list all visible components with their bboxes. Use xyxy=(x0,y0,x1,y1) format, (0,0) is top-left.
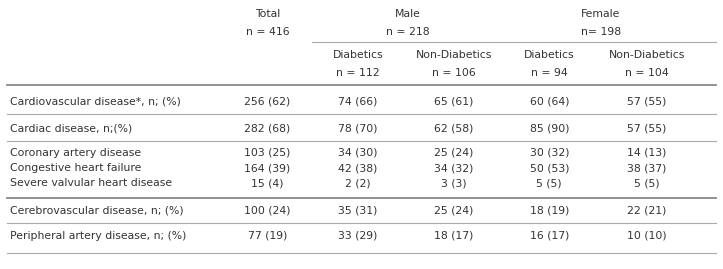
Text: 3 (3): 3 (3) xyxy=(441,178,466,188)
Text: 65 (61): 65 (61) xyxy=(434,97,474,107)
Text: 5 (5): 5 (5) xyxy=(536,178,562,188)
Text: 57 (55): 57 (55) xyxy=(627,123,667,133)
Text: Total: Total xyxy=(255,9,281,19)
Text: n = 112: n = 112 xyxy=(336,68,380,78)
Text: Congestive heart failure: Congestive heart failure xyxy=(10,163,142,173)
Text: 34 (32): 34 (32) xyxy=(434,163,474,173)
Text: 50 (53): 50 (53) xyxy=(529,163,569,173)
Text: n= 198: n= 198 xyxy=(581,27,620,37)
Text: Cerebrovascular disease, n; (%): Cerebrovascular disease, n; (%) xyxy=(10,206,184,215)
Text: 282 (68): 282 (68) xyxy=(244,123,291,133)
Text: n = 104: n = 104 xyxy=(625,68,669,78)
Text: n = 416: n = 416 xyxy=(246,27,289,37)
Text: 18 (17): 18 (17) xyxy=(434,231,474,241)
Text: 33 (29): 33 (29) xyxy=(338,231,377,241)
Text: Diabetics: Diabetics xyxy=(333,49,383,60)
Text: 74 (66): 74 (66) xyxy=(338,97,377,107)
Text: Female: Female xyxy=(581,9,620,19)
Text: 100 (24): 100 (24) xyxy=(244,206,291,215)
Text: 2 (2): 2 (2) xyxy=(345,178,371,188)
Text: 16 (17): 16 (17) xyxy=(529,231,569,241)
Text: 62 (58): 62 (58) xyxy=(434,123,474,133)
Text: 14 (13): 14 (13) xyxy=(627,148,667,158)
Text: Cardiovascular disease*, n; (%): Cardiovascular disease*, n; (%) xyxy=(10,97,181,107)
Text: 5 (5): 5 (5) xyxy=(634,178,659,188)
Text: Severe valvular heart disease: Severe valvular heart disease xyxy=(10,178,172,188)
Text: Diabetics: Diabetics xyxy=(524,49,575,60)
Text: 34 (30): 34 (30) xyxy=(338,148,377,158)
Text: n = 218: n = 218 xyxy=(386,27,429,37)
Text: 25 (24): 25 (24) xyxy=(434,148,474,158)
Text: 10 (10): 10 (10) xyxy=(627,231,667,241)
Text: 15 (4): 15 (4) xyxy=(252,178,284,188)
Text: 57 (55): 57 (55) xyxy=(627,97,667,107)
Text: Male: Male xyxy=(395,9,421,19)
Text: 77 (19): 77 (19) xyxy=(248,231,287,241)
Text: 60 (64): 60 (64) xyxy=(529,97,569,107)
Text: Non-Diabetics: Non-Diabetics xyxy=(416,49,492,60)
Text: 38 (37): 38 (37) xyxy=(627,163,667,173)
Text: 18 (19): 18 (19) xyxy=(529,206,569,215)
Text: Coronary artery disease: Coronary artery disease xyxy=(10,148,141,158)
Text: n = 106: n = 106 xyxy=(432,68,476,78)
Text: n = 94: n = 94 xyxy=(531,68,568,78)
Text: 25 (24): 25 (24) xyxy=(434,206,474,215)
Text: Cardiac disease, n;(%): Cardiac disease, n;(%) xyxy=(10,123,132,133)
Text: 42 (38): 42 (38) xyxy=(338,163,377,173)
Text: Non-Diabetics: Non-Diabetics xyxy=(609,49,685,60)
Text: 164 (39): 164 (39) xyxy=(244,163,291,173)
Text: Peripheral artery disease, n; (%): Peripheral artery disease, n; (%) xyxy=(10,231,187,241)
Text: 256 (62): 256 (62) xyxy=(244,97,291,107)
Text: 78 (70): 78 (70) xyxy=(338,123,377,133)
Text: 103 (25): 103 (25) xyxy=(244,148,291,158)
Text: 30 (32): 30 (32) xyxy=(529,148,569,158)
Text: 85 (90): 85 (90) xyxy=(529,123,569,133)
Text: 22 (21): 22 (21) xyxy=(627,206,667,215)
Text: 35 (31): 35 (31) xyxy=(338,206,377,215)
